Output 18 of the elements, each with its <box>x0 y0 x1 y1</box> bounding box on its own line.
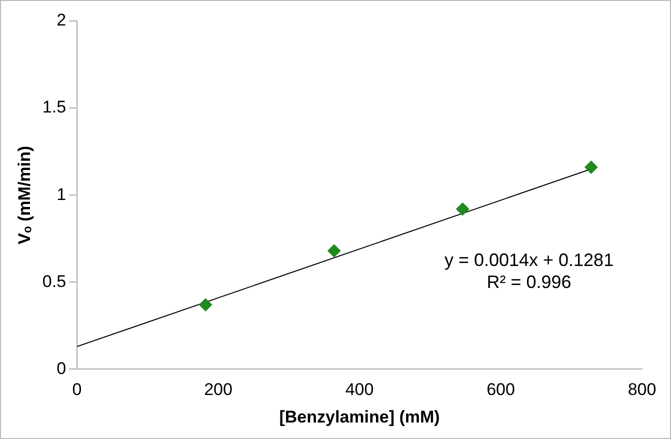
point <box>456 202 470 216</box>
y-axis-title: Vₒ (mM/min) <box>14 146 34 244</box>
y-tick-label: 2 <box>56 10 66 30</box>
x-tick-label: 800 <box>628 380 656 400</box>
annotation: R² = 0.996 <box>486 272 572 292</box>
y-tick-label: 1.5 <box>42 98 66 117</box>
x-tick-label: 600 <box>486 380 515 400</box>
x-axis-title: [Benzylamine] (mM) <box>279 407 440 426</box>
x-tick-label: 200 <box>204 380 232 400</box>
y-tick-label: 1 <box>56 184 66 204</box>
point <box>584 160 598 174</box>
y-tick-label: 0 <box>56 358 66 378</box>
y-tick-label: 0.5 <box>42 272 66 291</box>
x-tick-label: 0 <box>72 380 82 400</box>
point <box>328 244 341 258</box>
point <box>199 298 212 312</box>
annotation: y = 0.0014x + 0.1281 <box>444 250 614 270</box>
x-tick-label: 400 <box>345 380 374 400</box>
